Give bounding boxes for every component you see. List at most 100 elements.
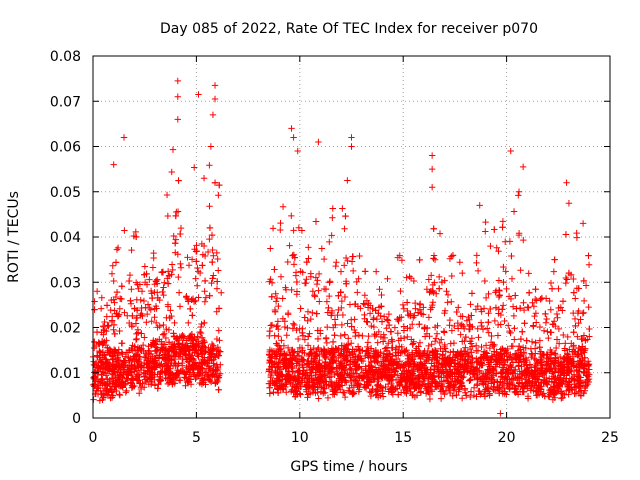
data-point xyxy=(346,351,354,359)
data-point xyxy=(491,317,499,325)
data-point xyxy=(520,299,527,306)
data-point xyxy=(105,388,112,396)
data-point xyxy=(105,322,112,330)
data-point xyxy=(324,323,331,331)
data-point xyxy=(99,323,107,330)
data-point xyxy=(389,391,397,398)
data-point xyxy=(283,389,290,396)
data-point xyxy=(574,309,582,317)
data-point xyxy=(524,303,531,311)
data-point xyxy=(521,372,528,379)
data-point xyxy=(194,372,202,379)
data-point xyxy=(289,349,296,356)
data-point xyxy=(104,382,111,389)
data-point xyxy=(468,335,476,342)
data-point xyxy=(113,379,120,387)
data-point xyxy=(403,274,410,281)
data-point xyxy=(416,339,424,346)
data-point xyxy=(409,320,416,328)
data-point xyxy=(322,335,330,342)
data-point xyxy=(447,349,454,356)
data-point xyxy=(161,330,168,337)
data-point xyxy=(156,373,164,380)
data-point xyxy=(338,365,345,372)
data-point xyxy=(335,292,342,300)
chart-title: Day 085 of 2022, Rate Of TEC Index for r… xyxy=(160,21,538,37)
data-point xyxy=(486,344,494,352)
data-point xyxy=(412,376,420,383)
data-point xyxy=(339,389,347,396)
data-point xyxy=(131,352,139,360)
data-point xyxy=(494,332,502,339)
data-point xyxy=(576,364,584,371)
x-tick-label: 20 xyxy=(498,430,516,446)
data-point xyxy=(435,273,443,281)
data-point xyxy=(579,343,586,350)
data-point xyxy=(201,359,208,367)
data-point xyxy=(480,305,488,312)
data-point xyxy=(388,385,395,393)
data-point xyxy=(177,264,185,271)
data-point xyxy=(571,384,578,391)
data-point xyxy=(275,359,282,366)
data-point xyxy=(488,355,496,363)
data-point xyxy=(322,378,329,385)
data-point xyxy=(315,138,322,146)
data-point xyxy=(215,352,222,359)
data-point xyxy=(283,355,290,362)
data-point xyxy=(550,360,557,368)
data-point xyxy=(367,345,375,352)
data-point xyxy=(114,244,122,252)
data-point xyxy=(140,373,148,380)
data-point xyxy=(137,296,144,304)
data-point xyxy=(380,363,387,370)
data-point xyxy=(310,363,317,370)
data-point xyxy=(580,297,588,305)
data-point xyxy=(392,368,399,375)
data-point xyxy=(195,91,202,98)
data-point xyxy=(511,336,518,343)
data-point xyxy=(348,134,355,141)
y-tick-label: 0.02 xyxy=(50,321,81,337)
data-point xyxy=(112,382,119,390)
data-point xyxy=(312,274,320,281)
data-point xyxy=(207,143,215,150)
data-point xyxy=(213,285,221,292)
data-point xyxy=(294,147,301,155)
data-point xyxy=(119,374,126,381)
data-point xyxy=(581,362,588,369)
data-point xyxy=(487,305,494,313)
data-point xyxy=(548,375,556,383)
data-point xyxy=(356,347,363,354)
data-point xyxy=(129,375,136,382)
data-point xyxy=(95,364,103,372)
data-point xyxy=(446,383,453,391)
data-point xyxy=(209,246,216,254)
data-point xyxy=(381,334,389,342)
data-point xyxy=(437,385,444,393)
data-point xyxy=(517,335,525,343)
data-point xyxy=(574,333,581,340)
data-point xyxy=(510,312,518,320)
data-point xyxy=(431,256,439,263)
data-point xyxy=(504,380,511,387)
data-point xyxy=(547,279,555,287)
data-point xyxy=(389,344,396,352)
data-point xyxy=(474,380,481,388)
data-point xyxy=(490,366,498,374)
data-point xyxy=(157,377,165,384)
data-point xyxy=(411,312,418,319)
data-point xyxy=(173,334,181,342)
data-point xyxy=(305,333,312,340)
data-point xyxy=(538,356,545,363)
data-point xyxy=(322,285,330,293)
data-point xyxy=(404,325,411,332)
data-point xyxy=(389,384,396,391)
data-point xyxy=(509,342,517,350)
data-point xyxy=(520,383,527,390)
data-point xyxy=(91,338,98,346)
data-point xyxy=(580,309,587,316)
data-point xyxy=(174,93,181,100)
data-point xyxy=(156,351,163,359)
data-point xyxy=(497,311,505,319)
